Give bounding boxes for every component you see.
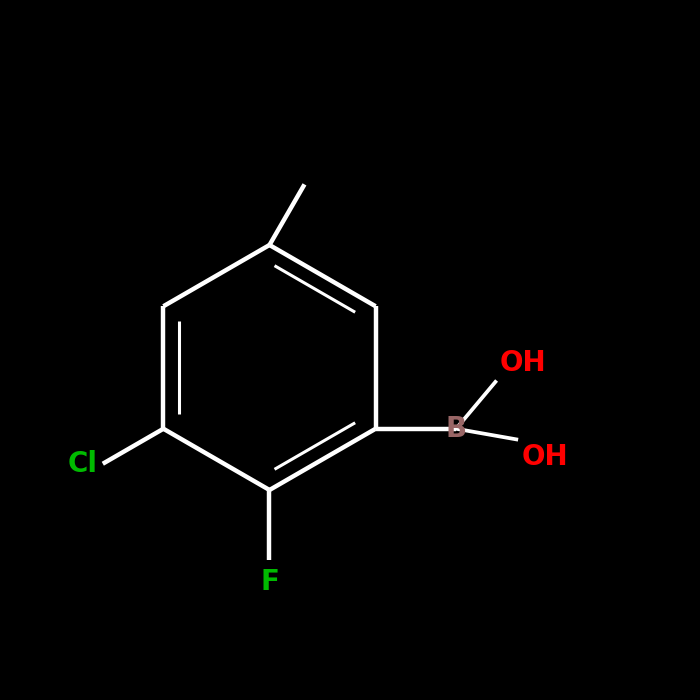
Text: F: F (260, 568, 279, 596)
Text: OH: OH (500, 349, 547, 377)
Text: OH: OH (522, 443, 568, 471)
Text: Cl: Cl (67, 450, 97, 478)
Text: B: B (445, 414, 467, 443)
